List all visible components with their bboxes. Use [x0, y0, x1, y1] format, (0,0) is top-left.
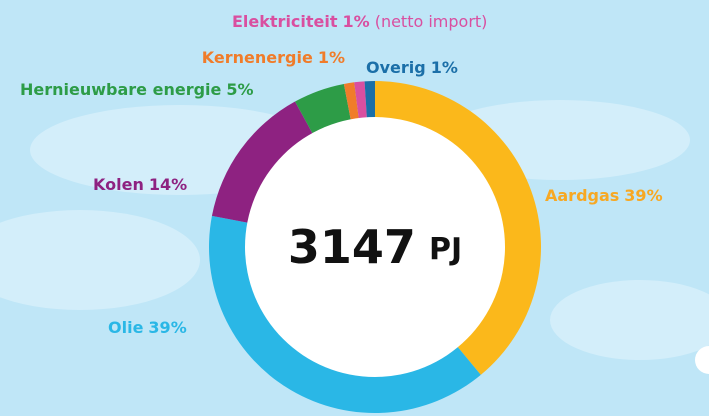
center-total: 3147 PJ: [288, 220, 462, 274]
category-name: Aardgas: [545, 186, 619, 205]
category-name: Kolen: [93, 175, 144, 194]
donut-slice: [375, 81, 541, 375]
donut-slice: [295, 83, 352, 135]
category-name: Elektriciteit: [232, 12, 338, 31]
donut-slice: [343, 82, 359, 122]
value-label: 39%: [148, 318, 186, 337]
annotation: (netto import): [375, 12, 488, 31]
value-label: 14%: [149, 175, 187, 194]
slice-label: Kolen 14%: [93, 175, 187, 194]
category-name: Overig: [366, 58, 426, 77]
center-value: 3147: [288, 220, 416, 274]
slice-label: Aardgas 39%: [545, 186, 663, 205]
category-name: Kernenergie: [202, 48, 313, 67]
value-label: 5%: [226, 80, 253, 99]
donut-slice: [354, 81, 367, 121]
donut: [209, 81, 541, 413]
labels: Aardgas 39%Olie 39%Kolen 14%Hernieuwbare en…: [20, 12, 663, 337]
slice-label: Olie 39%: [108, 318, 187, 337]
value-label: 1%: [318, 48, 345, 67]
value-label: 39%: [624, 186, 662, 205]
slice-label: Overig 1%: [366, 58, 458, 77]
category-name: Olie: [108, 318, 144, 337]
donut-hole: [245, 117, 505, 377]
value-label: 1%: [343, 12, 370, 31]
value-label: 1%: [431, 58, 458, 77]
slice-label: Elektriciteit 1% (netto import): [232, 12, 487, 31]
slice-label: Kernenergie 1%: [202, 48, 345, 67]
category-name: Hernieuwbare energie: [20, 80, 222, 99]
donut-slice: [211, 101, 314, 224]
donut-slice: [209, 215, 481, 413]
slice-label: Hernieuwbare energie 5%: [20, 80, 254, 99]
donut-slice: [364, 81, 375, 120]
center-unit: PJ: [429, 232, 462, 267]
